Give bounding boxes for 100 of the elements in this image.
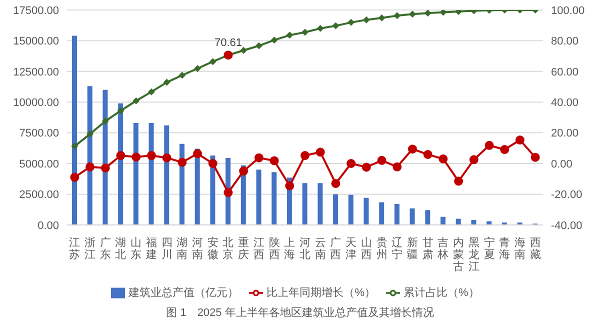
point (408, 144, 417, 154)
x-tick-label: 上海 (284, 236, 296, 261)
bar (379, 202, 384, 225)
point (86, 162, 95, 172)
x-tick-label: 安徽 (207, 236, 218, 261)
x-tick-label: 吉林 (436, 236, 449, 261)
x-tick-label: 山西 (360, 236, 372, 261)
y2-tick-label: 20.00 (551, 128, 579, 140)
point (331, 178, 340, 188)
y-tick-label: 0.00 (38, 220, 59, 232)
point (193, 149, 202, 158)
legend-label: 累计占比（%） (404, 286, 480, 299)
y2-tick-label: -20.00 (551, 189, 582, 202)
bar (302, 183, 308, 225)
x-tick-label: 北京 (222, 236, 234, 261)
point (440, 10, 447, 16)
bar (471, 220, 476, 225)
x-tick-label: 贵州 (376, 236, 388, 261)
bar (394, 204, 400, 225)
x-tick-label: 新疆 (406, 236, 418, 261)
point (117, 107, 124, 114)
bar (164, 125, 170, 225)
point (285, 181, 294, 190)
point (209, 58, 216, 66)
point (86, 130, 94, 138)
point (316, 148, 325, 157)
point (208, 159, 218, 168)
bar (133, 122, 138, 225)
point (240, 46, 248, 54)
x-tick-label: 云南 (314, 236, 326, 261)
point (70, 172, 80, 182)
bar (148, 122, 154, 225)
bar (72, 36, 77, 225)
x-tick-label: 陕西 (268, 236, 280, 261)
x-tick-label: 河南 (192, 236, 204, 261)
legend-label: 比上年同期增长（%） (266, 286, 376, 299)
x-tick-label: 甘肃 (422, 236, 434, 261)
x-tick-label: 黑龙江 (468, 236, 480, 273)
point (346, 159, 356, 168)
point (316, 24, 324, 32)
point (454, 176, 464, 186)
point (102, 118, 109, 125)
bar (348, 194, 354, 225)
point (469, 155, 478, 164)
y-tick-label: 17500.00 (13, 4, 59, 17)
x-tick-label: 青海 (499, 236, 510, 261)
x-tick-label: 西藏 (530, 236, 541, 261)
point (132, 97, 140, 104)
x-tick-label: 辽宁 (392, 236, 403, 261)
bar (440, 216, 446, 225)
x-tick-label: 福建 (144, 236, 157, 261)
point (377, 156, 386, 165)
x-tick-label: 河北 (300, 236, 310, 261)
point (438, 154, 448, 164)
x-tick-label: 四川 (161, 236, 172, 261)
bar (364, 198, 369, 225)
y2-tick-label: 60.00 (551, 66, 579, 78)
point (394, 12, 401, 20)
point (302, 28, 308, 36)
x-tick-label: 重庆 (238, 236, 250, 261)
y-tick-label: 5000.00 (19, 158, 59, 170)
point (378, 14, 386, 22)
point (100, 163, 110, 172)
point (224, 188, 233, 198)
x-tick-label: 宁夏 (484, 236, 495, 261)
point (254, 153, 264, 162)
x-tick-label: 湖北 (115, 236, 126, 261)
x-tick-label: 内蒙古 (453, 236, 464, 273)
bar (425, 210, 430, 225)
point (178, 158, 187, 167)
point (270, 36, 278, 44)
x-tick-label: 天津 (346, 236, 357, 261)
x-tick-label: 浙江 (84, 236, 96, 261)
point (348, 18, 355, 26)
point (423, 150, 432, 159)
x-tick-label: 广西 (330, 236, 342, 261)
bar (272, 172, 277, 225)
point (362, 16, 370, 24)
point (71, 142, 78, 150)
point (530, 152, 540, 162)
bar (87, 86, 92, 225)
bar (486, 221, 492, 225)
bar (333, 194, 338, 225)
bar (318, 183, 323, 225)
legend-label: 建筑业总产值（亿元） (128, 286, 239, 299)
x-tick-label: 湖南 (176, 236, 188, 261)
point (484, 140, 494, 150)
point (286, 32, 294, 39)
y-tick-label: 12500.00 (13, 66, 59, 78)
point (194, 64, 202, 72)
point (178, 72, 186, 79)
y2-tick-label: 0.00 (551, 158, 572, 170)
point (146, 151, 156, 160)
point (116, 151, 126, 160)
y-tick-label: 15000.00 (13, 36, 59, 48)
bar (410, 208, 415, 225)
x-tick-label: 山东 (130, 236, 142, 261)
point (332, 22, 340, 30)
y2-tick-label: 80.00 (551, 36, 579, 48)
point (500, 145, 510, 154)
